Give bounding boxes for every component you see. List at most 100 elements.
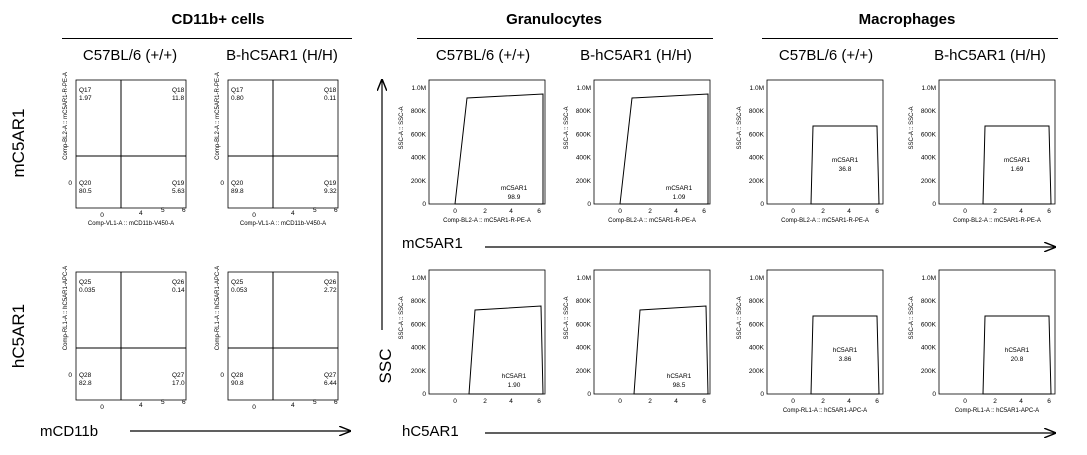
y-axis-label: SSC-A :: SSC-A <box>909 296 915 339</box>
y-tick: 400K <box>411 155 427 162</box>
x-tick: 0 <box>100 212 104 219</box>
gate-value: 20.8 <box>1011 356 1024 363</box>
gate-polygon <box>468 305 544 395</box>
quadrant-name: Q25 <box>79 279 92 286</box>
x-tick: 0 <box>618 398 622 405</box>
x-tick: 0 <box>963 208 967 215</box>
x-tick: 6 <box>334 399 338 406</box>
quadrant-value: 0.80 <box>231 95 244 102</box>
gate-plot-macro-h-hum: hC5AR1 20.8 0 200K 400K 600K 800K 1.0M 0 2 4 6 Comp-… <box>909 269 1056 414</box>
quadrant-name: Q28 <box>79 372 92 379</box>
quadrant-name: Q20 <box>79 180 92 187</box>
axis-label-mc5ar1: mC5AR1 <box>402 235 463 252</box>
x-axis-label: Comp-VL1-A :: mCD11b-V450-A <box>88 221 174 227</box>
gate-value: 1.90 <box>508 382 521 389</box>
gate-polygon <box>633 305 709 395</box>
x-tick: 4 <box>291 402 295 409</box>
y-tick: 1.0M <box>922 85 936 92</box>
x-tick: 6 <box>537 398 541 405</box>
x-tick: 6 <box>1047 208 1051 215</box>
y-tick: 600K <box>576 131 592 138</box>
x-tick: 4 <box>139 402 143 409</box>
x-tick: 0 <box>791 208 795 215</box>
y-tick: 200K <box>411 178 427 185</box>
y-tick: 200K <box>921 178 937 185</box>
y-tick: 1.0M <box>412 275 426 282</box>
x-tick: 0 <box>963 398 967 405</box>
y-axis-label: SSC-A :: SSC-A <box>737 106 743 149</box>
x-tick: 4 <box>674 398 678 405</box>
y-tick: 600K <box>411 131 427 138</box>
section-rule-macrophages <box>762 38 1058 39</box>
y-tick: 400K <box>921 155 937 162</box>
gate-plot-macro-m-hum: mC5AR1 1.69 0 200K 400K 600K 800K 1.0M 0 2 4 6 Comp-… <box>909 79 1056 224</box>
x-axis-label: Comp-RL1-A :: hC5AR1-APC-A <box>783 408 867 414</box>
x-tick: 6 <box>702 398 706 405</box>
y-axis-label: Comp-RL1-A :: hC5AR1-APC-A <box>215 266 221 350</box>
quadrant-name: Q17 <box>231 87 244 94</box>
x-tick: 5 <box>161 207 165 214</box>
gate-name: hC5AR1 <box>1005 347 1030 354</box>
gate-plot-gran-h-hum: hC5AR1 98.5 0 200K 400K 600K 800K 1.0M 0 2 4 6 SSC-A… <box>564 269 711 405</box>
y-axis-label: Comp-BL2-A :: mC5AR1-R-PE-A <box>63 72 69 160</box>
x-tick: 6 <box>537 208 541 215</box>
x-tick: 2 <box>821 208 825 215</box>
axis-label-mcd11b: mCD11b <box>40 423 99 440</box>
x-tick: 2 <box>648 208 652 215</box>
y-tick: 400K <box>749 155 765 162</box>
y-tick: 800K <box>921 108 937 115</box>
x-tick: 5 <box>313 207 317 214</box>
gate-value: 98.5 <box>673 382 686 389</box>
strain-header-hum: B-hC5AR1 (H/H) <box>580 47 692 64</box>
y-tick: 600K <box>411 321 427 328</box>
y-tick: 1.0M <box>922 275 936 282</box>
quadrant-value: 0.053 <box>231 287 248 294</box>
y-tick: 0 <box>587 201 591 208</box>
x-tick: 0 <box>618 208 622 215</box>
gate-name: mC5AR1 <box>1004 157 1031 164</box>
gate-polygon <box>982 315 1052 395</box>
x-axis-label: Comp-BL2-A :: mC5AR1-R-PE-A <box>443 218 531 224</box>
y-tick: 800K <box>576 298 592 305</box>
x-axis-label: Comp-BL2-A :: mC5AR1-R-PE-A <box>781 218 869 224</box>
gate-plot-gran-m-wt: mC5AR1 98.9 0 200K 400K 600K 800K 1.0M 0 2 4 6 Comp-… <box>399 79 546 224</box>
y-axis-label: SSC-A :: SSC-A <box>399 296 405 339</box>
x-tick: 2 <box>483 398 487 405</box>
y-axis-label: SSC-A :: SSC-A <box>564 296 570 339</box>
quadrant-value: 6.44 <box>324 380 337 387</box>
y-tick: 1.0M <box>750 85 764 92</box>
y-tick: 0 <box>220 180 224 187</box>
strain-header-wt: C57BL/6 (+/+) <box>435 47 531 64</box>
y-tick: 0 <box>422 391 426 398</box>
gate-name: mC5AR1 <box>666 185 693 192</box>
x-tick: 4 <box>1019 398 1023 405</box>
gate-value: 3.86 <box>839 356 852 363</box>
y-tick: 400K <box>576 155 592 162</box>
y-tick: 1.0M <box>577 275 591 282</box>
x-tick: 5 <box>313 399 317 406</box>
y-tick: 0 <box>587 391 591 398</box>
x-tick: 2 <box>483 208 487 215</box>
gate-polygon <box>619 93 709 205</box>
y-tick: 0 <box>68 372 72 379</box>
x-tick: 4 <box>509 208 513 215</box>
strain-header-wt: C57BL/6 (+/+) <box>778 47 874 64</box>
strain-header-hum: B-hC5AR1 (H/H) <box>934 47 1046 64</box>
y-tick: 0 <box>760 201 764 208</box>
gate-value: 1.69 <box>1011 166 1024 173</box>
y-tick: 800K <box>749 298 765 305</box>
y-tick: 200K <box>921 368 937 375</box>
y-tick: 200K <box>576 178 592 185</box>
x-tick: 2 <box>648 398 652 405</box>
y-tick: 600K <box>576 321 592 328</box>
section-title-macrophages: Macrophages <box>858 11 956 28</box>
y-tick: 400K <box>749 345 765 352</box>
x-axis-label: Comp-VL1-A :: mCD11b-V450-A <box>240 221 326 227</box>
y-axis-label: SSC-A :: SSC-A <box>399 106 405 149</box>
x-axis-label: Comp-BL2-A :: mC5AR1-R-PE-A <box>953 218 1041 224</box>
axis-label-hc5ar1: hC5AR1 <box>402 423 459 440</box>
quadrant-value: 0.035 <box>79 287 96 294</box>
